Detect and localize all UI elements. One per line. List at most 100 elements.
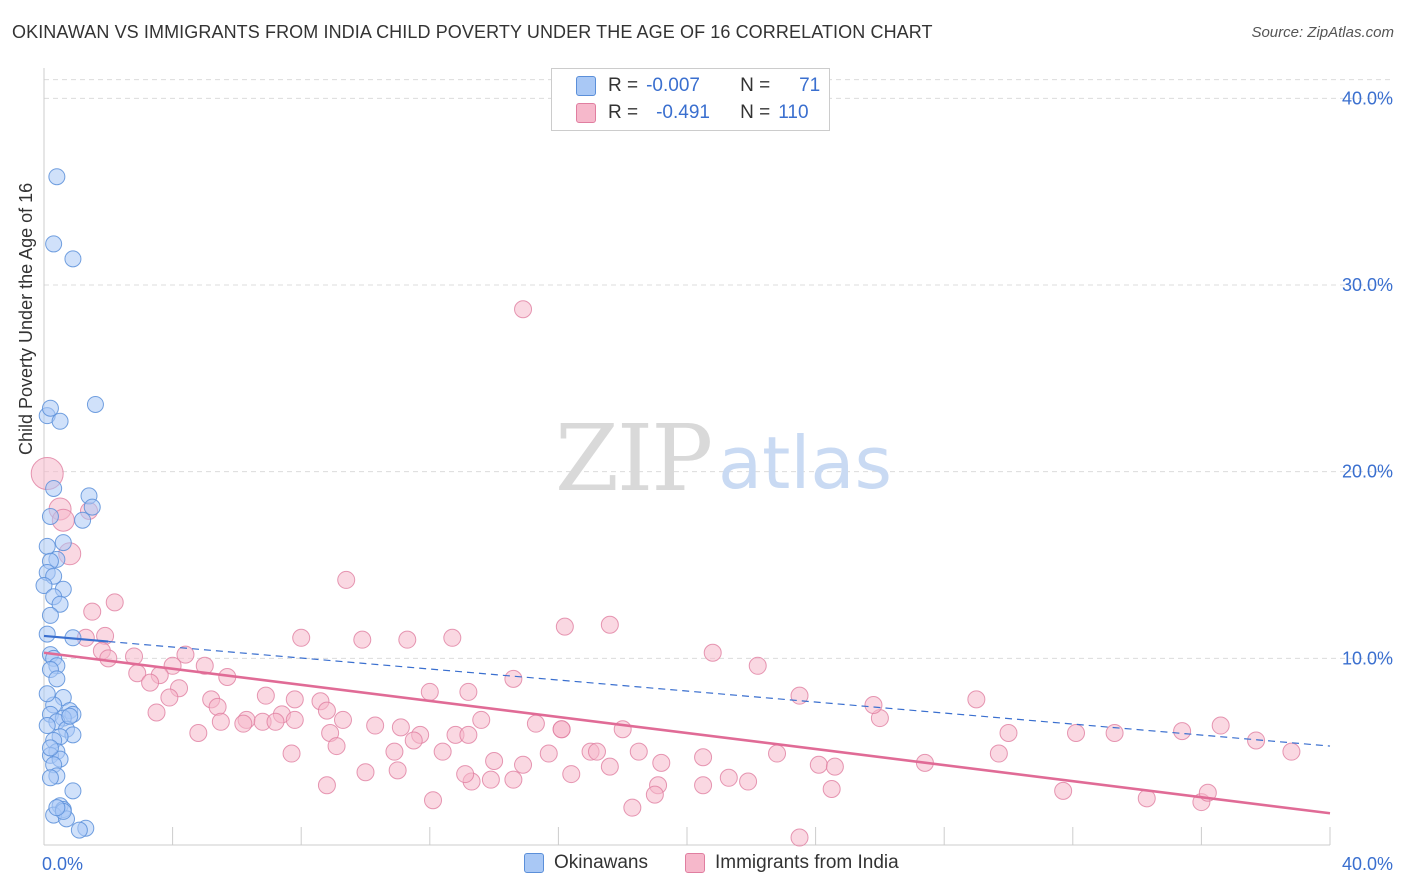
okinawan-point <box>70 821 88 839</box>
x-tick-label: 0.0% <box>42 854 83 874</box>
tick-labels: 10.0% 20.0% 30.0% 40.0% 0.0% 40.0% <box>42 88 1393 874</box>
y-tick-label: 10.0% <box>1342 648 1393 668</box>
india-point <box>366 716 385 735</box>
india-point <box>141 673 160 692</box>
okinawan-point <box>41 399 59 417</box>
y-tick-label: 40.0% <box>1342 88 1393 108</box>
india-point <box>600 757 619 776</box>
india-point <box>481 770 500 789</box>
okinawan-point <box>45 479 63 497</box>
india-point <box>999 724 1018 742</box>
india-point <box>790 828 809 847</box>
legend-r-label: R = <box>608 75 639 96</box>
india-point <box>83 602 102 621</box>
india-point <box>694 776 713 795</box>
india-point <box>1211 716 1230 735</box>
okinawan-point <box>48 670 66 688</box>
india-point <box>1173 722 1192 741</box>
india-point <box>526 714 545 733</box>
india-trend-line <box>43 651 1331 815</box>
okinawan-point <box>83 498 101 516</box>
india-point <box>292 628 311 647</box>
legend-n-value: 71 <box>799 75 821 96</box>
legend-swatch-okinawans <box>576 76 596 96</box>
india-point <box>388 761 407 780</box>
grid <box>44 79 1394 659</box>
india-point <box>234 714 253 733</box>
india-point <box>485 752 504 770</box>
okinawan-point <box>38 685 56 703</box>
india-point <box>504 669 523 688</box>
india-point <box>433 742 452 761</box>
india-point <box>629 742 648 761</box>
india-point <box>587 742 606 761</box>
okinawan-point <box>48 168 66 186</box>
india-point <box>1247 731 1266 750</box>
india-point <box>864 696 883 714</box>
x-tick-label: 40.0% <box>1342 854 1393 874</box>
india-point <box>282 744 301 763</box>
legend-swatch-india <box>576 103 596 123</box>
india-point <box>552 720 571 739</box>
series-legend-label: Immigrants from India <box>715 852 899 873</box>
india-point <box>99 649 118 668</box>
source-label: Source: ZipAtlas.com <box>1251 24 1394 41</box>
india-point <box>989 744 1008 763</box>
india-point <box>459 725 478 744</box>
india-point <box>337 570 356 589</box>
okinawan-point <box>54 534 72 552</box>
y-tick-label: 20.0% <box>1342 462 1393 482</box>
india-point <box>555 617 574 636</box>
legend-row-okinawans: R = -0.007 N = 71 <box>576 74 820 98</box>
india-point <box>398 630 417 649</box>
okinawan-point <box>38 717 56 735</box>
india-point <box>472 710 491 729</box>
india-point <box>748 656 767 675</box>
okinawan-point <box>74 511 92 529</box>
india-point <box>356 763 375 782</box>
india-point <box>404 731 423 750</box>
chart-title: OKINAWAN VS IMMIGRANTS FROM INDIA CHILD … <box>12 22 933 42</box>
okinawan-point <box>64 250 82 268</box>
series-swatch-okinawans <box>524 853 544 873</box>
series-legend-india: Immigrants from India <box>685 852 899 874</box>
india-point <box>353 630 372 649</box>
india-point <box>327 737 346 756</box>
india-point <box>967 690 986 709</box>
okinawan-point <box>86 395 104 413</box>
india-point <box>825 757 844 776</box>
india-point <box>652 753 671 772</box>
india-point <box>443 628 462 647</box>
okinawan-point <box>41 507 59 525</box>
india-point <box>420 682 439 701</box>
india-point <box>211 712 230 731</box>
okinawan-point <box>51 595 69 613</box>
india-point <box>562 765 581 784</box>
okinawan-point <box>38 625 56 643</box>
okinawan-point <box>51 412 69 430</box>
india-point <box>160 688 179 707</box>
okinawan-point <box>41 769 59 787</box>
india-point <box>317 701 336 720</box>
india-point <box>105 593 124 612</box>
india-point <box>514 300 533 319</box>
india-point <box>147 703 166 722</box>
okinawan-point <box>41 606 59 624</box>
india-point <box>809 755 828 774</box>
india-point <box>703 643 722 662</box>
series-swatch-india <box>685 853 705 873</box>
okinawan-point <box>41 739 59 757</box>
india-point <box>645 785 664 804</box>
series-legend-okinawans: Okinawans <box>524 852 648 874</box>
india-point <box>285 710 304 729</box>
watermark-zip: ZIP <box>555 405 711 512</box>
india-point <box>694 748 713 767</box>
legend-n-label: N = <box>740 75 771 96</box>
india-point <box>1105 724 1124 742</box>
okinawan-point <box>45 235 63 253</box>
india-point <box>256 686 275 705</box>
series-legend-label: Okinawans <box>554 852 648 873</box>
india-point <box>266 712 285 731</box>
okinawans-trend-solid <box>43 634 109 643</box>
